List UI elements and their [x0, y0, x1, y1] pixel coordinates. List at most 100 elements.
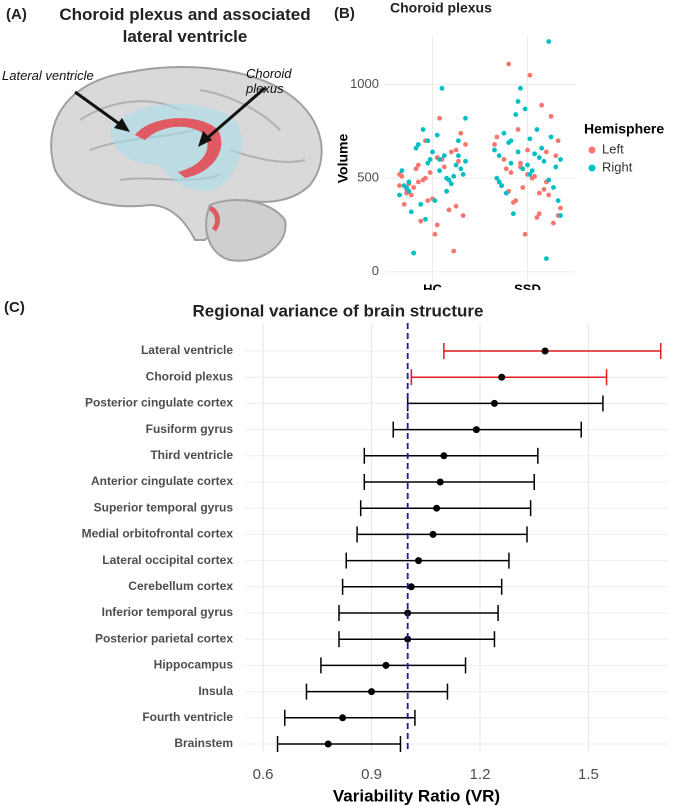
data-point	[456, 138, 461, 144]
data-point	[501, 130, 507, 136]
data-point	[553, 153, 559, 159]
y-tick-label: Fourth ventricle	[142, 710, 233, 724]
data-point	[555, 138, 561, 144]
data-point	[541, 186, 547, 192]
data-point	[508, 160, 514, 166]
data-point	[555, 198, 561, 204]
data-point	[525, 162, 530, 168]
data-point	[444, 175, 450, 181]
data-point	[551, 185, 556, 190]
data-point	[534, 215, 540, 220]
data-point	[520, 166, 526, 172]
data-point	[503, 190, 509, 196]
x-axis-label: Variability Ratio (VR)	[333, 787, 500, 806]
x-tick-label: 1.2	[470, 766, 491, 783]
forest-chart: (C) Regional variance of brain structure 0…	[4, 299, 668, 806]
y-axis-label: Volume	[335, 134, 351, 184]
data-point	[503, 166, 509, 172]
data-point	[494, 134, 500, 140]
y-tick-label: Brainstem	[174, 736, 233, 750]
data-point	[453, 162, 459, 168]
data-point	[536, 190, 542, 196]
point-estimate	[407, 583, 415, 591]
annotation: Lateral ventricle	[2, 68, 94, 83]
data-point	[399, 168, 405, 174]
cerebellum	[205, 199, 287, 262]
data-point	[525, 147, 530, 153]
data-point	[441, 153, 447, 159]
point-estimate	[339, 714, 347, 722]
data-point	[444, 188, 450, 194]
x-tick-label: 1.5	[578, 766, 599, 783]
data-point	[432, 231, 438, 237]
y-tick-label: Cerebellum cortex	[128, 579, 233, 593]
data-point	[434, 132, 440, 138]
data-point	[558, 213, 563, 218]
data-point	[496, 179, 502, 185]
point-estimate	[368, 688, 376, 696]
data-point	[553, 164, 559, 170]
choroid-plexus-4th	[208, 205, 220, 232]
data-point	[518, 160, 523, 166]
data-point	[548, 134, 554, 140]
data-point	[434, 222, 440, 228]
data-point	[453, 147, 459, 153]
data-point	[448, 181, 454, 187]
data-point	[548, 113, 554, 119]
data-point	[456, 158, 461, 164]
data-point	[432, 198, 438, 204]
data-point	[437, 168, 442, 174]
data-point	[404, 185, 409, 190]
data-point	[543, 256, 549, 262]
data-point	[423, 216, 428, 222]
data-point	[496, 153, 502, 159]
y-tick-label: 500	[357, 170, 379, 185]
x-tick-label: HC	[423, 281, 442, 290]
point-estimate	[429, 530, 437, 538]
data-point	[430, 149, 435, 155]
data-point	[418, 218, 424, 224]
strip-chart: (B) Choroid plexus Volume 0 500 1000 HC SSD Left…	[334, 0, 664, 290]
data-point	[448, 149, 454, 155]
data-point	[510, 200, 516, 205]
data-point	[529, 175, 535, 181]
data-point	[539, 145, 545, 151]
data-point	[415, 142, 421, 147]
data-point	[451, 248, 457, 254]
point-estimate	[490, 399, 498, 407]
panel-label: (A)	[6, 6, 27, 23]
data-point	[411, 185, 417, 190]
data-point	[451, 173, 457, 179]
data-point	[413, 145, 419, 151]
data-point	[492, 147, 497, 153]
arrow	[74, 90, 126, 130]
data-point	[506, 140, 512, 145]
data-point	[425, 138, 431, 144]
y-tick-label: Anterior cingulate cortex	[91, 474, 233, 488]
data-point	[522, 106, 528, 112]
point-estimate	[440, 452, 448, 460]
data-point	[463, 158, 468, 164]
data-point	[458, 166, 464, 172]
data-point	[460, 172, 466, 177]
legend-swatch	[588, 146, 596, 154]
data-point	[541, 158, 547, 164]
data-point	[456, 153, 461, 159]
data-point	[515, 127, 521, 132]
point-estimate	[415, 557, 423, 565]
data-point	[532, 151, 537, 157]
data-point	[539, 102, 545, 108]
x-tick-label: SSD	[514, 281, 541, 290]
annotation: Choroid plexus	[246, 66, 292, 96]
data-point	[418, 201, 424, 207]
data-point	[460, 213, 466, 218]
y-tick-label: Superior temporal gyrus	[94, 500, 234, 514]
data-point	[399, 173, 405, 179]
point-estimate	[436, 478, 444, 486]
point-estimate	[472, 426, 480, 434]
data-point	[551, 220, 556, 226]
data-point	[408, 192, 414, 198]
point-estimate	[433, 504, 441, 512]
legend-swatch	[588, 164, 596, 172]
y-tick-label: Lateral ventricle	[141, 343, 233, 357]
